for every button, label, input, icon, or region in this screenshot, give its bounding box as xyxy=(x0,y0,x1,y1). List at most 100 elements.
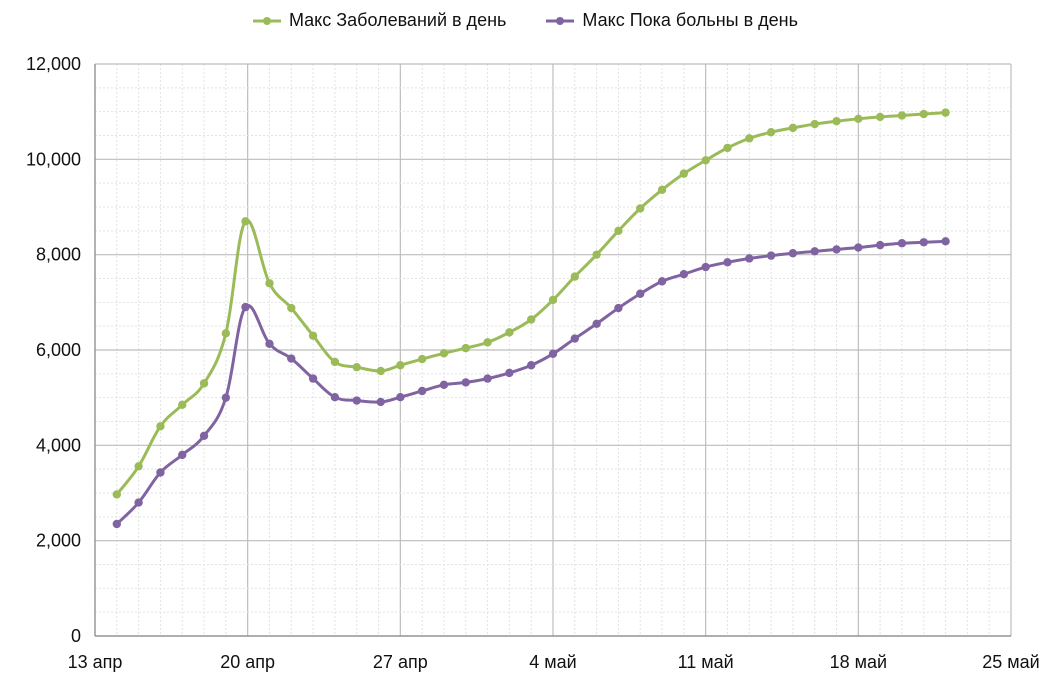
data-point xyxy=(199,431,209,440)
data-point xyxy=(788,123,798,133)
data-point xyxy=(178,450,187,460)
y-tick-label: 10,000 xyxy=(26,149,81,169)
x-tick-label: 4 май xyxy=(529,652,576,672)
y-tick-label: 2,000 xyxy=(36,531,81,551)
labels-layer: 0 2,000 4,000 6,000 8,000 10,000 12,000 13 апр 2… xyxy=(26,54,1040,672)
data-point xyxy=(287,354,296,363)
axis-layer xyxy=(94,64,1011,637)
data-point xyxy=(701,262,710,272)
legend-label-poka-bolny: Макс Пока больны в день xyxy=(582,10,799,30)
data-point xyxy=(505,368,514,378)
data-point xyxy=(875,112,885,122)
grid-layer xyxy=(94,63,1012,637)
data-point xyxy=(897,111,907,120)
data-point xyxy=(679,270,689,279)
data-point xyxy=(308,374,318,383)
x-tick-label: 20 апр xyxy=(220,652,275,672)
data-point xyxy=(439,349,449,358)
data-point xyxy=(636,289,645,298)
data-point xyxy=(657,185,667,195)
data-point xyxy=(526,361,536,370)
data-point xyxy=(439,380,449,389)
data-point xyxy=(570,272,580,281)
data-point xyxy=(832,245,841,254)
data-point xyxy=(679,169,689,178)
data-point xyxy=(308,331,318,340)
data-point xyxy=(483,338,492,347)
data-point xyxy=(134,462,143,471)
data-point xyxy=(745,134,754,143)
data-point xyxy=(854,243,863,252)
data-point xyxy=(723,143,732,153)
data-point xyxy=(636,204,645,213)
data-point xyxy=(592,319,601,328)
data-point xyxy=(505,328,514,337)
data-point xyxy=(178,400,187,410)
data-point xyxy=(241,217,250,226)
x-tick-label: 25 май xyxy=(982,652,1039,672)
data-point xyxy=(265,339,274,349)
data-point xyxy=(483,374,492,383)
data-point xyxy=(330,392,340,402)
data-point xyxy=(548,349,558,359)
x-tick-label: 11 май xyxy=(678,652,734,672)
legend-marker-zabolevaniy xyxy=(252,16,281,25)
data-point xyxy=(396,392,405,402)
data-point xyxy=(614,303,623,313)
data-point xyxy=(417,386,427,396)
data-point xyxy=(417,354,427,364)
data-point xyxy=(265,279,274,288)
data-point xyxy=(376,366,385,376)
data-point xyxy=(788,249,798,258)
data-point xyxy=(461,378,470,387)
series-zabolevaniy xyxy=(112,108,950,499)
data-point xyxy=(112,490,122,499)
x-tick-label: 13 апр xyxy=(68,652,123,672)
data-point xyxy=(723,258,732,267)
data-point xyxy=(241,302,250,312)
legend-label-zabolevaniy: Макс Заболеваний в день xyxy=(288,10,507,30)
data-point xyxy=(614,226,623,236)
y-tick-label: 6,000 xyxy=(36,340,81,360)
data-point xyxy=(919,109,928,119)
data-point xyxy=(701,156,710,165)
legend-item-zabolevaniy: Макс Заболеваний в день xyxy=(252,10,507,31)
data-point xyxy=(941,237,950,246)
data-point xyxy=(548,295,558,305)
data-point xyxy=(461,343,470,353)
data-point xyxy=(810,247,819,256)
data-point xyxy=(657,277,667,286)
data-point xyxy=(875,240,885,250)
data-point xyxy=(745,254,754,263)
data-point xyxy=(352,396,361,405)
y-tick-label: 12,000 xyxy=(26,54,81,74)
data-point xyxy=(570,334,580,343)
data-point xyxy=(854,114,863,124)
data-point xyxy=(897,239,907,248)
data-point xyxy=(832,117,841,126)
y-tick-label: 8,000 xyxy=(36,245,81,265)
data-point xyxy=(156,468,165,477)
data-point xyxy=(330,357,340,367)
data-point xyxy=(592,250,601,259)
data-point xyxy=(134,498,143,507)
data-point xyxy=(526,315,536,324)
data-point xyxy=(221,393,231,402)
data-point xyxy=(199,379,209,388)
data-point xyxy=(919,238,928,247)
data-point xyxy=(396,361,405,370)
legend-item-poka-bolny: Макс Пока больны в день xyxy=(546,10,798,31)
series-layer xyxy=(112,108,950,529)
data-point xyxy=(376,397,385,407)
x-tick-label: 27 апр xyxy=(373,652,428,672)
data-point xyxy=(766,251,776,260)
series-poka-bolny xyxy=(112,237,950,529)
data-point xyxy=(352,362,361,372)
data-point xyxy=(287,303,296,313)
legend-marker-poka-bolny xyxy=(546,16,575,25)
data-point xyxy=(810,119,819,129)
data-point xyxy=(156,422,165,431)
chart-legend: Макс Заболеваний в день Макс Пока больны… xyxy=(0,10,1051,31)
